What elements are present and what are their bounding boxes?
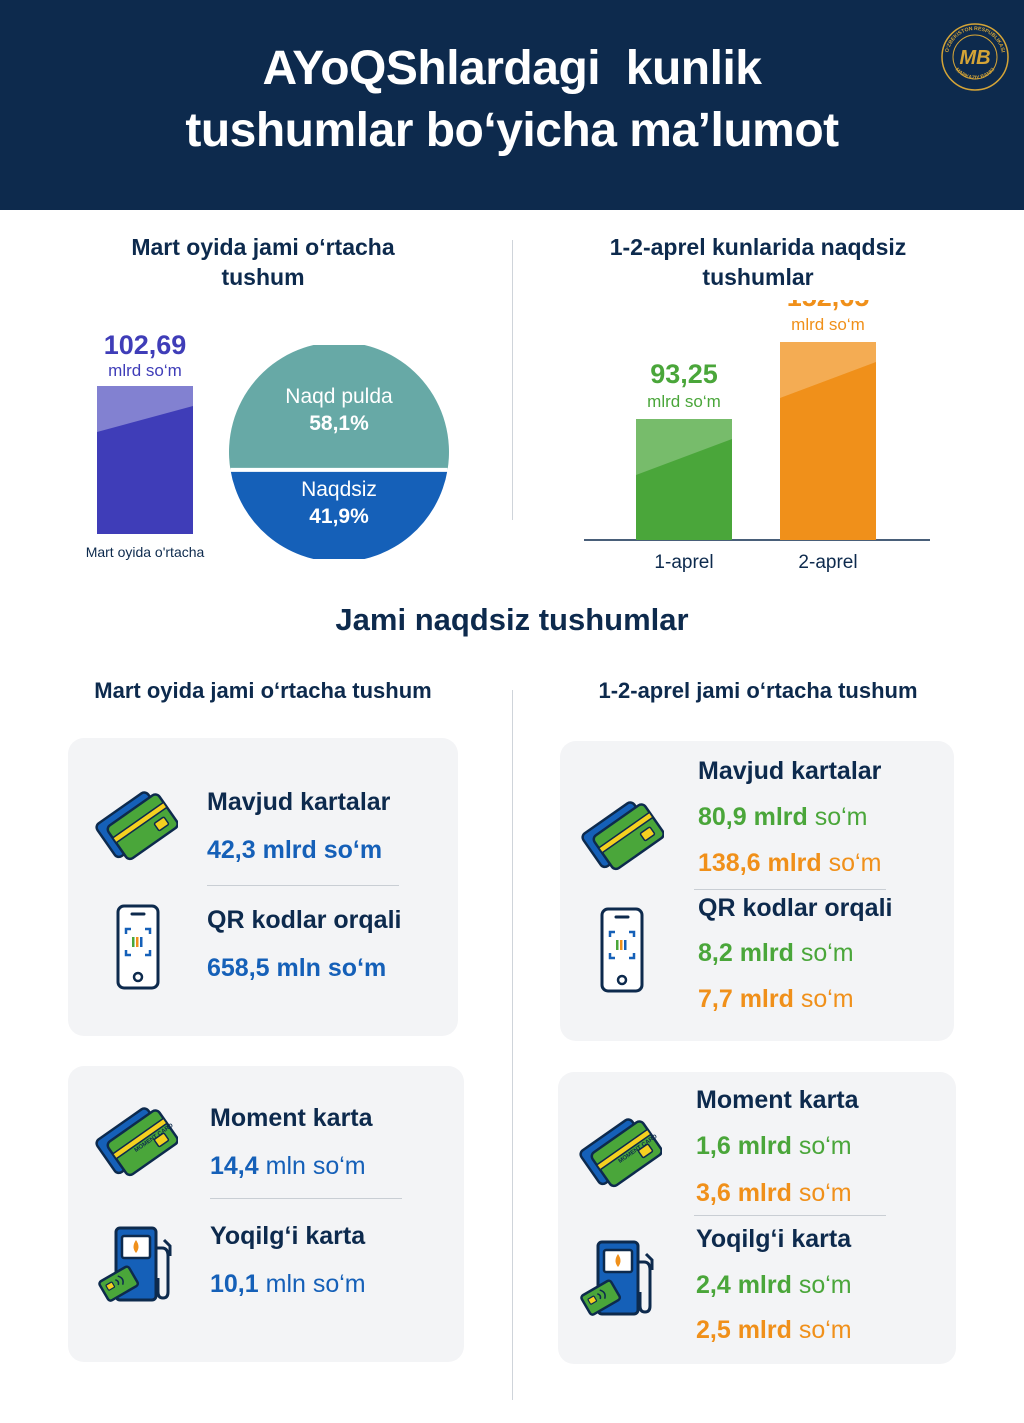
left-top-title-line1: Mart oyida jami o‘rtacha (131, 234, 395, 260)
logo-mark: MB (959, 47, 990, 69)
pie-cashless-label: Naqdsiz (301, 478, 377, 501)
existing-cards-title-april: Mavjud kartalar (698, 757, 882, 785)
existing-cards-apr2-num: 138,6 mlrd (698, 849, 822, 877)
page-title-line1: AYoQShlardagi kunlik (262, 42, 762, 95)
right-top-title-line2: tushumlar (702, 264, 814, 290)
category-label-2-aprel: 2-aprel (798, 552, 857, 573)
left-top-title-line2: tushum (221, 264, 305, 290)
existing-cards-apr2-unit: so‘m (821, 849, 882, 877)
existing-cards-unit: mlrd so‘m (255, 836, 383, 864)
card-divider (210, 1198, 402, 1199)
right-card-existing-qr: Mavjud kartalar 80,9 mlrd so‘m 138,6 mlr… (560, 741, 954, 1041)
pie-cash-label: Naqd pulda (285, 385, 393, 408)
bar-highlight-2-aprel (780, 342, 876, 398)
fuel-card-apr1-unit: so‘m (791, 1271, 852, 1299)
fuel-card-apr2-num: 2,5 mlrd (696, 1316, 792, 1344)
fuel-card-num: 10,1 (210, 1270, 259, 1298)
march-bar-unit: mlrd so‘m (108, 361, 182, 380)
existing-cards-apr1-num: 80,9 mlrd (698, 803, 808, 831)
left-subheading: Mart oyida jami o‘rtacha tushum (94, 678, 432, 703)
bar-march-highlight (97, 386, 193, 432)
moment-card-num: 14,4 (210, 1152, 259, 1180)
category-label-1-aprel: 1-aprel (654, 552, 713, 573)
pie-slice-cashless (230, 469, 448, 559)
qr-codes-title: QR kodlar orqali (207, 906, 402, 934)
unit-label-2-aprel: mlrd so‘m (791, 315, 865, 334)
qr-codes-apr2-unit: so‘m (793, 985, 854, 1013)
existing-cards-title: Mavjud kartalar (207, 788, 391, 816)
moment-card-title: Moment karta (210, 1104, 373, 1132)
moment-card-apr2-num: 3,6 mlrd (696, 1179, 792, 1207)
qr-codes-unit: mln so‘m (269, 954, 387, 982)
existing-cards-apr1-unit: so‘m (807, 803, 868, 831)
fuel-pump-icon (98, 1226, 172, 1304)
left-top-title: Mart oyida jami o‘rtacha tushum (60, 232, 466, 292)
qr-codes-apr1: 8,2 mlrd so‘m (698, 937, 854, 969)
card-divider (207, 885, 399, 886)
fuel-card-apr2-unit: so‘m (791, 1316, 852, 1344)
fuel-card-title-april: Yoqilg‘i karta (696, 1225, 852, 1253)
value-label-2-aprel: 152,65 (787, 300, 870, 312)
pie-slice-cash (229, 345, 449, 470)
cash-pie-chart: Naqd pulda 58,1% Naqdsiz 41,9% (229, 345, 449, 559)
existing-cards-value: 42,3 mlrd so‘m (207, 834, 382, 866)
moment-card-apr1-num: 1,6 mlrd (696, 1132, 792, 1160)
moment-card-apr2: 3,6 mlrd so‘m (696, 1177, 852, 1209)
unit-label-1-aprel: mlrd so‘m (647, 392, 721, 411)
page-title-line2: tushumlar bo‘yicha ma’lumot (185, 104, 839, 157)
qr-codes-value: 658,5 mln so‘m (207, 952, 386, 984)
pie-cashless-pct: 41,9% (309, 505, 369, 528)
value-label-1-aprel: 93,25 (650, 359, 718, 389)
bar-highlight-1-aprel (636, 419, 732, 476)
moment-card-apr2-unit: so‘m (791, 1179, 852, 1207)
april-bar-chart: 93,25 mlrd so‘m 1-aprel 152,65 mlrd so‘m 2-ap… (584, 300, 930, 573)
fuel-card-apr1: 2,4 mlrd so‘m (696, 1269, 852, 1301)
qr-codes-apr2: 7,7 mlrd so‘m (698, 983, 854, 1015)
moment-card-value: 14,4 mln so‘m (210, 1150, 366, 1182)
left-card-existing-qr: Mavjud kartalar 42,3 mlrd so‘m QR kodlar… (68, 738, 458, 1036)
qr-codes-num: 658,5 (207, 954, 270, 982)
fuel-card-apr2: 2,5 mlrd so‘m (696, 1314, 852, 1346)
right-top-title: 1-2-aprel kunlarida naqdsiz tushumlar (560, 232, 956, 292)
card-divider (694, 889, 886, 890)
card-divider (694, 1215, 886, 1216)
qr-codes-apr2-num: 7,7 mlrd (698, 985, 794, 1013)
qr-codes-title-april: QR kodlar orqali (698, 894, 893, 922)
existing-cards-num: 42,3 (207, 836, 256, 864)
header-banner: AYoQShlardagi kunlik tushumlar bo‘yicha … (0, 0, 1024, 210)
bottom-divider (512, 690, 513, 1400)
moment-card-icon: MOMENT CARD (578, 1111, 662, 1194)
pie-cash-pct: 58,1% (309, 412, 369, 435)
fuel-card-unit: mln so‘m (258, 1270, 366, 1298)
cards-icon (94, 784, 178, 867)
moment-card-icon: MOMENT CARD (94, 1100, 178, 1183)
qr-phone-icon (600, 907, 644, 993)
qr-codes-apr1-num: 8,2 mlrd (698, 939, 794, 967)
right-subheading: 1-2-aprel jami o‘rtacha tushum (598, 678, 918, 703)
top-divider (512, 240, 513, 520)
fuel-card-apr1-num: 2,4 mlrd (696, 1271, 792, 1299)
march-bar-value: 102,69 (103, 330, 187, 360)
moment-card-apr1-unit: so‘m (791, 1132, 852, 1160)
central-bank-logo: O‘ZBEKISTON RESPUBLIKASI MARKAZIY BANKI … (941, 23, 1009, 91)
moment-card-title-april: Moment karta (696, 1086, 859, 1114)
march-bar-label: Mart oyida o'rtacha (85, 544, 205, 560)
qr-phone-icon (116, 904, 160, 990)
fuel-card-value: 10,1 mln so‘m (210, 1268, 366, 1300)
right-top-title-line1: 1-2-aprel kunlarida naqdsiz (609, 234, 907, 260)
cards-icon (580, 794, 664, 877)
march-bar-chart (97, 386, 193, 534)
right-card-moment-fuel: MOMENT CARD Moment karta 1,6 mlrd so‘m 3… (558, 1072, 956, 1364)
moment-card-unit: mln so‘m (258, 1152, 366, 1180)
qr-codes-apr1-unit: so‘m (793, 939, 854, 967)
page-title: AYoQShlardagi kunlik tushumlar bo‘yicha … (0, 38, 1024, 162)
existing-cards-apr1: 80,9 mlrd so‘m (698, 801, 868, 833)
section-heading: Jami naqdsiz tushumlar (335, 602, 689, 637)
left-card-moment-fuel: MOMENT CARD Moment karta 14,4 mln so‘m Y… (68, 1066, 464, 1362)
fuel-pump-icon (580, 1240, 654, 1318)
moment-card-apr1: 1,6 mlrd so‘m (696, 1130, 852, 1162)
existing-cards-apr2: 138,6 mlrd so‘m (698, 847, 881, 879)
fuel-card-title: Yoqilg‘i karta (210, 1222, 366, 1250)
